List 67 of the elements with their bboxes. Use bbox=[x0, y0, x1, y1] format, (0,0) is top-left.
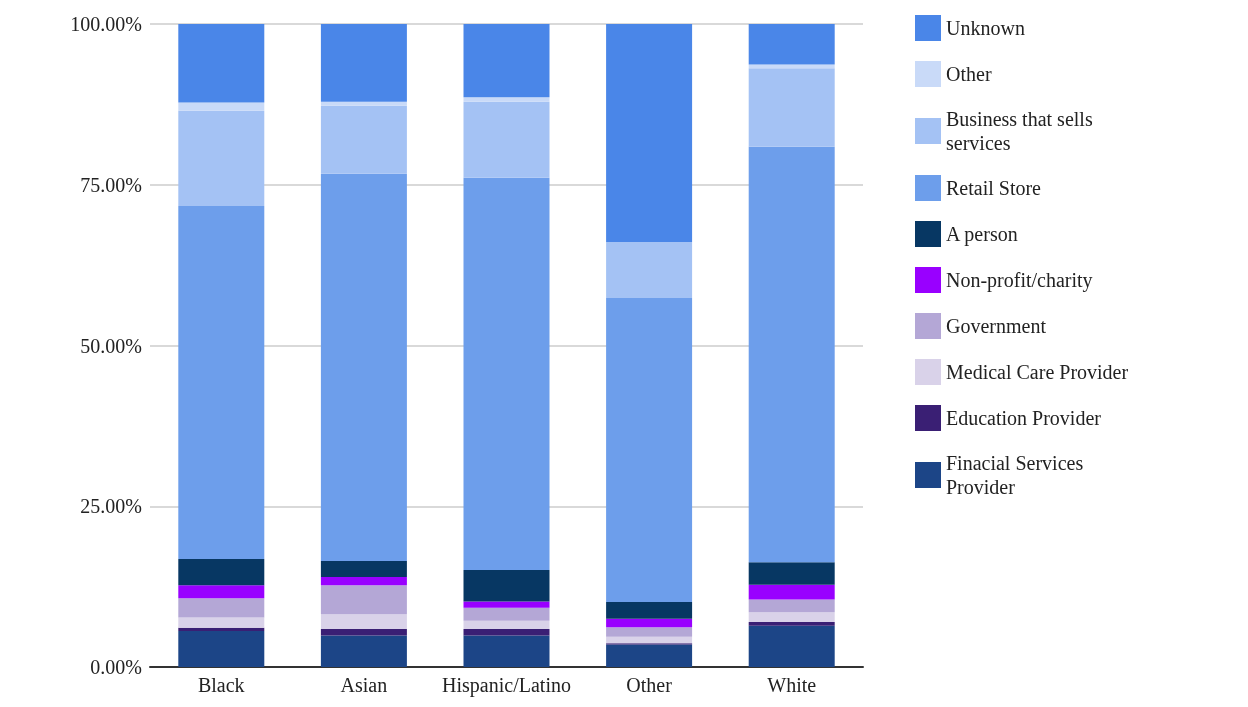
x-tick-label: White bbox=[767, 674, 817, 696]
bar bbox=[748, 612, 835, 622]
y-tick-label: 75.00% bbox=[80, 173, 142, 196]
bar bbox=[320, 101, 407, 106]
bar bbox=[748, 584, 835, 600]
bar bbox=[748, 24, 835, 65]
bar bbox=[320, 24, 407, 102]
bar bbox=[463, 24, 550, 98]
legend-label: Business that sells services bbox=[946, 108, 1098, 154]
bar bbox=[463, 601, 550, 608]
bar bbox=[178, 630, 265, 667]
x-tick-label: Asian bbox=[340, 674, 388, 696]
bar bbox=[320, 105, 407, 174]
legend-label: Retail Store bbox=[946, 177, 1042, 199]
legend-label: Other bbox=[946, 63, 992, 85]
y-tick-label: 0.00% bbox=[90, 656, 142, 678]
bar bbox=[606, 618, 693, 628]
bar bbox=[320, 635, 407, 667]
bar bbox=[463, 607, 550, 621]
bar bbox=[748, 146, 835, 563]
y-tick-label: 50.00% bbox=[80, 334, 142, 357]
bar bbox=[463, 177, 550, 570]
bar bbox=[748, 599, 835, 613]
bar bbox=[463, 635, 550, 667]
bar bbox=[606, 644, 693, 667]
bar bbox=[178, 205, 265, 559]
bar bbox=[178, 558, 265, 586]
legend-label: Medical Care Provider bbox=[946, 361, 1129, 383]
bar bbox=[606, 24, 693, 242]
bar bbox=[178, 102, 265, 111]
bar bbox=[320, 614, 407, 630]
bar bbox=[606, 241, 693, 298]
bar bbox=[748, 562, 835, 585]
bar bbox=[178, 24, 265, 103]
bar bbox=[463, 620, 550, 630]
x-tick-label: Black bbox=[197, 674, 245, 696]
bar bbox=[748, 621, 835, 626]
bar bbox=[178, 598, 265, 618]
bar bbox=[463, 569, 550, 602]
bar bbox=[178, 110, 265, 206]
bar bbox=[463, 629, 550, 636]
x-tick-label: Other bbox=[626, 674, 673, 696]
bar bbox=[320, 173, 407, 561]
x-tick-label: Hispanic/Latino bbox=[442, 674, 571, 697]
legend-label: A person bbox=[946, 223, 1018, 246]
legend-label: Government bbox=[946, 315, 1047, 337]
legend-label: Non-profit/charity bbox=[946, 269, 1093, 292]
bar bbox=[606, 636, 693, 644]
bar bbox=[606, 602, 693, 619]
bar bbox=[178, 627, 265, 631]
bar bbox=[606, 297, 693, 603]
y-tick-label: 100.00% bbox=[70, 13, 142, 35]
bar bbox=[606, 627, 693, 637]
legend-label: Unknown bbox=[946, 17, 1025, 39]
bar bbox=[748, 68, 835, 147]
bar bbox=[320, 560, 407, 577]
bar bbox=[178, 585, 265, 599]
bar bbox=[748, 625, 835, 667]
bar bbox=[463, 97, 550, 102]
bar bbox=[178, 617, 265, 628]
bar bbox=[320, 629, 407, 636]
y-tick-label: 25.00% bbox=[80, 495, 142, 518]
legend-label: Education Provider bbox=[946, 407, 1102, 429]
bar bbox=[463, 101, 550, 178]
legend-label: Finacial Services Provider bbox=[946, 452, 1089, 498]
bar bbox=[320, 585, 407, 615]
bar bbox=[320, 576, 407, 586]
